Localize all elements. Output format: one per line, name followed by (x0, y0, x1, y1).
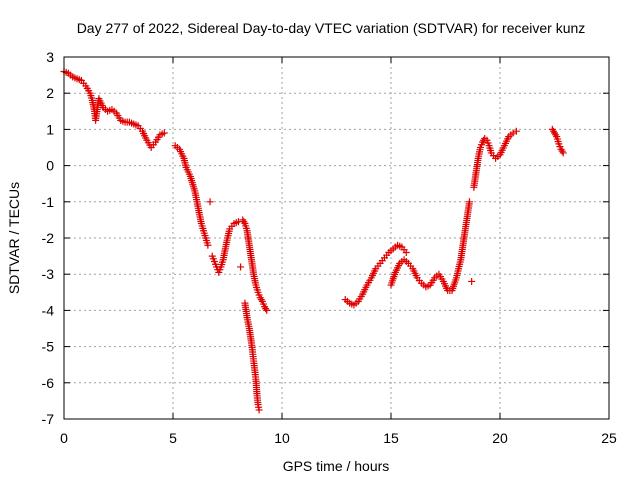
x-tick-label: 5 (169, 430, 177, 446)
y-tick-label: -4 (42, 302, 55, 318)
x-tick-label: 0 (60, 430, 68, 446)
data-point (255, 406, 263, 414)
data-point (465, 198, 473, 206)
data-point (160, 129, 168, 137)
data-point (402, 248, 410, 256)
grid-lines (64, 57, 609, 419)
y-tick-label: -3 (42, 266, 55, 282)
y-tick-label: -1 (42, 194, 55, 210)
chart-title: Day 277 of 2022, Sidereal Day-to-day VTE… (77, 20, 586, 36)
y-tick-label: 0 (46, 158, 54, 174)
x-tick-label: 10 (274, 430, 290, 446)
x-tick-label: 15 (383, 430, 399, 446)
y-tick-label: -6 (42, 375, 55, 391)
y-axis-label: SDTVAR / TECUs (6, 182, 22, 294)
x-tick-label: 25 (601, 430, 617, 446)
data-point (512, 127, 520, 135)
y-tick-label: -7 (42, 411, 55, 427)
y-tick-label: -5 (42, 339, 55, 355)
y-tick-label: 3 (46, 49, 54, 65)
axis-ticks: 0 5 10 15 20 25 -7 -6 -5 -4 -3 -2 -1 0 1 2 3 (42, 49, 617, 446)
data-point (204, 241, 212, 249)
data-point (206, 198, 214, 206)
y-tick-label: 1 (46, 121, 54, 137)
x-tick-label: 20 (492, 430, 508, 446)
y-tick-label: -2 (42, 230, 55, 246)
x-axis-label: GPS time / hours (283, 458, 390, 474)
data-point (237, 263, 245, 271)
data-point (559, 149, 567, 157)
data-markers (60, 67, 567, 414)
data-point (468, 277, 476, 285)
data-point (263, 306, 271, 314)
data-point (240, 218, 248, 226)
y-tick-label: 2 (46, 85, 54, 101)
